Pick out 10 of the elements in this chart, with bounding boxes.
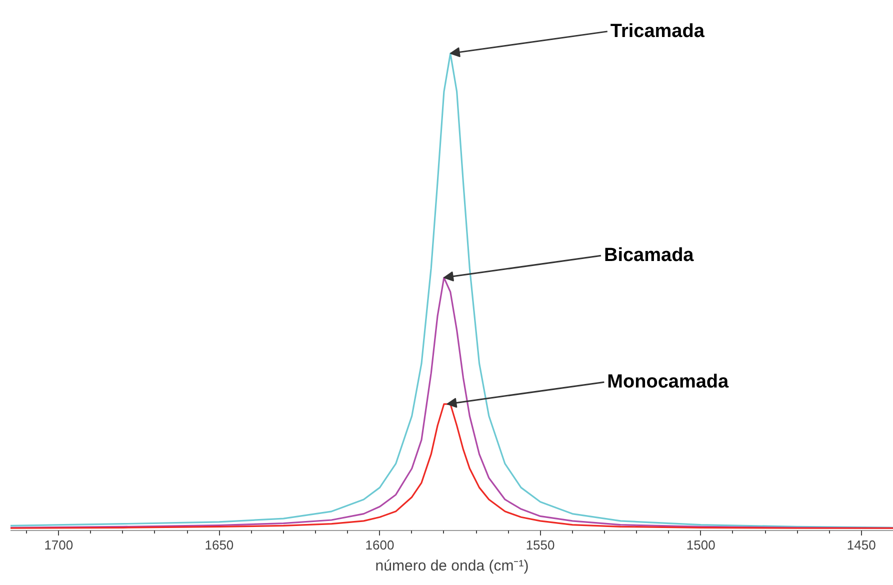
x-tick-label: 1650 — [204, 538, 234, 552]
x-tick-label: 1700 — [44, 538, 74, 552]
annotation: Bicamada — [604, 245, 694, 266]
annotation: Monocamada — [607, 372, 730, 393]
annotation: Tricamada — [610, 20, 705, 42]
x-tick-label: 1450 — [846, 538, 876, 552]
x-axis-title: número de onda (cm⁻¹) — [375, 558, 529, 574]
x-tick-label: 1500 — [686, 538, 716, 552]
x-tick-label: 1550 — [526, 538, 555, 552]
x-tick-label: 1600 — [365, 538, 394, 552]
